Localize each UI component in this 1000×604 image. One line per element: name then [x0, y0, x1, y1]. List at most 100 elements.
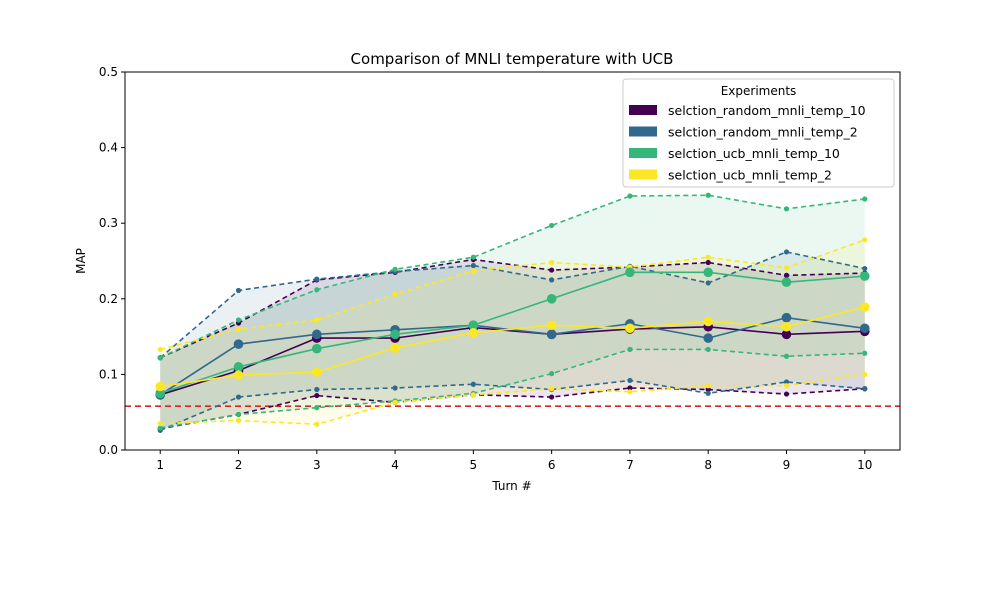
x-tick-label: 9 [783, 458, 791, 472]
series-mean-point [468, 320, 479, 331]
series-lower-point [705, 346, 711, 353]
series-mean-line-2 [159, 271, 865, 395]
x-tick-label: 4 [391, 458, 399, 472]
series-lower-point [549, 386, 555, 392]
series-mean-point [233, 362, 244, 372]
x-tick-label: 5 [470, 458, 478, 472]
series-mean-point [546, 329, 557, 340]
series-upper-line-2 [159, 194, 865, 359]
series-upper-line-1 [159, 251, 865, 359]
series-lower-point [862, 386, 868, 392]
series-upper-point [549, 267, 555, 273]
series-upper-point [783, 265, 790, 271]
series-upper-point [862, 265, 868, 272]
series-mean-point [546, 294, 557, 304]
series-mean-point [859, 302, 870, 312]
series-lower-point [627, 377, 633, 384]
series-lower-point [235, 417, 242, 424]
series-mean-point [859, 323, 870, 334]
series-lower-point [783, 391, 790, 397]
series-mean-point [703, 333, 714, 343]
series-lower-point [627, 389, 633, 395]
series-lower-point [235, 394, 242, 400]
series-lower-point [470, 381, 476, 387]
series-mean-point [390, 343, 400, 353]
series-upper-point [705, 280, 711, 286]
series-lower-line-2 [160, 348, 865, 429]
series-lower-point [549, 394, 555, 400]
series-upper-line-3 [160, 239, 866, 351]
series-mean-point [311, 367, 322, 377]
series-mean-line-3 [160, 306, 865, 388]
series-mean-point [311, 329, 322, 340]
series-lower-point [862, 371, 868, 377]
plot-area: 1 2 3 4 5 6 7 8 9 10 0.0 0.1 0.2 0.3 0.4 0.5 [99, 65, 901, 472]
series-lower-point [783, 353, 790, 359]
x-tick-label: 6 [548, 458, 556, 472]
series-upper-point [235, 317, 242, 323]
series-upper-point [314, 317, 320, 323]
series-lower-line-1 [159, 379, 865, 432]
series-upper-point [549, 222, 555, 229]
y-axis-label: MAP [74, 248, 88, 274]
series-upper-point [627, 193, 633, 199]
x-axis-label: Turn # [491, 479, 531, 493]
series-upper-point [705, 254, 711, 260]
legend-title: Experiments [721, 84, 797, 98]
series-lower-point [157, 420, 163, 427]
series-mean-point [625, 323, 635, 334]
y-tick-label: 0.0 [99, 443, 118, 457]
series-upper-point [392, 291, 398, 297]
series-band-1 [160, 251, 865, 431]
series-upper-point [862, 196, 868, 202]
series-lower-point [314, 392, 320, 399]
legend-swatch [629, 105, 657, 115]
plot-frame [124, 71, 901, 451]
series-upper-point [157, 346, 163, 353]
series-upper-line-0 [159, 258, 865, 359]
series-mean-point [781, 321, 792, 332]
y-tick-label: 0.5 [99, 65, 118, 79]
series-mean-point [781, 312, 792, 323]
series-upper-point [470, 254, 476, 260]
series-lower-point [157, 425, 163, 431]
series-lower-point [392, 385, 398, 391]
series-upper-point [392, 266, 398, 272]
series-lower-point [705, 383, 711, 389]
series-upper-point [783, 272, 790, 278]
series-lower-point [783, 383, 790, 389]
series-lower-line-3 [160, 373, 865, 426]
series-mean-point [233, 339, 244, 349]
series-upper-point [235, 326, 242, 332]
series-mean-point [703, 316, 714, 327]
series-lower-line-0 [160, 387, 865, 430]
series-mean-point [703, 267, 714, 278]
x-tick-label: 8 [704, 458, 712, 472]
series-upper-point [314, 287, 320, 293]
x-tick-label: 2 [235, 458, 243, 472]
series-mean-point [311, 343, 322, 354]
x-tick-label: 1 [156, 458, 164, 472]
series-lower-point [783, 379, 790, 385]
series-lower-point [549, 371, 555, 377]
series-upper-point [314, 276, 320, 282]
series-upper-point [862, 237, 868, 243]
series-band-3 [160, 239, 865, 425]
series-mean-point [468, 328, 479, 338]
legend-label: selction_ucb_mnli_temp_2 [668, 168, 832, 183]
series-lower-point [705, 390, 711, 396]
series-lower-point [392, 399, 398, 405]
series-lower-point [705, 386, 711, 393]
series-upper-point [705, 192, 711, 198]
series-lower-point [627, 346, 633, 353]
series-upper-point [549, 277, 555, 283]
series-mean-point [781, 277, 792, 287]
series-upper-point [470, 268, 476, 274]
legend-swatch [629, 169, 657, 180]
series-upper-point [549, 259, 555, 266]
legend-box [622, 78, 895, 188]
legend-label: selction_random_mnli_temp_2 [668, 125, 858, 140]
legend-swatch [629, 148, 657, 158]
y-tick-label: 0.3 [99, 216, 118, 230]
